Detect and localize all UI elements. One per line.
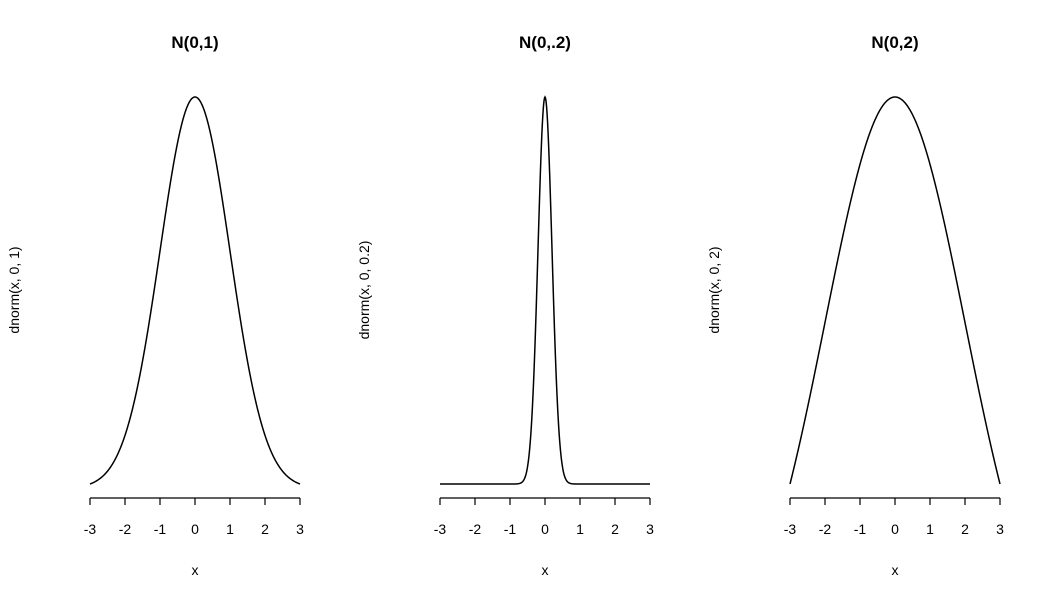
x-axis-label: x xyxy=(542,562,549,578)
x-tick-label: 0 xyxy=(891,521,899,537)
x-tick-label: 0 xyxy=(191,521,199,537)
x-tick-label: -2 xyxy=(119,521,132,537)
x-tick-label: 0 xyxy=(541,521,549,537)
x-tick-label: 1 xyxy=(576,521,584,537)
x-tick-label: -3 xyxy=(434,521,447,537)
density-curve xyxy=(89,96,301,485)
x-tick-label: 1 xyxy=(226,521,234,537)
x-axis-label: x xyxy=(892,562,899,578)
density-curve xyxy=(440,95,650,485)
x-tick-label: -2 xyxy=(819,521,832,537)
x-tick-label: 2 xyxy=(261,521,269,537)
plot-area: -3 -2 -1 0 1 2 3 xyxy=(434,95,654,537)
y-axis-label: dnorm(x, 0, 2) xyxy=(706,246,722,333)
panel-title: N(0,.2) xyxy=(519,33,571,52)
x-axis-label: x xyxy=(192,562,199,578)
x-tick-label: -1 xyxy=(504,521,517,537)
panel-title: N(0,1) xyxy=(171,33,218,52)
x-tick-label: -1 xyxy=(154,521,167,537)
y-axis-label: dnorm(x, 0, 0.2) xyxy=(356,241,372,340)
x-tick-label: -2 xyxy=(469,521,482,537)
panel-n0-2: N(0,.2) dnorm(x, 0, 0.2) x -3 -2 -1 0 1 2 3 xyxy=(356,33,654,578)
x-tick-label: 3 xyxy=(296,521,304,537)
panel-title: N(0,2) xyxy=(871,33,918,52)
x-tick-label: -3 xyxy=(84,521,97,537)
density-curve xyxy=(789,96,1001,485)
x-tick-label: -1 xyxy=(854,521,867,537)
x-tick-label: 3 xyxy=(646,521,654,537)
plot-area: -3 -2 -1 0 1 2 3 xyxy=(84,96,304,537)
x-tick-label: 2 xyxy=(611,521,619,537)
panel-n02: N(0,2) dnorm(x, 0, 2) x -3 -2 -1 0 1 2 3 xyxy=(706,33,1004,578)
x-tick-label: 2 xyxy=(961,521,969,537)
y-axis-label: dnorm(x, 0, 1) xyxy=(6,246,22,333)
panel-n01: N(0,1) dnorm(x, 0, 1) x -3 -2 -1 0 1 2 3 xyxy=(6,33,304,578)
x-tick-label: 1 xyxy=(926,521,934,537)
x-tick-label: -3 xyxy=(784,521,797,537)
plot-area: -3 -2 -1 0 1 2 3 xyxy=(784,96,1004,537)
x-tick-label: 3 xyxy=(996,521,1004,537)
